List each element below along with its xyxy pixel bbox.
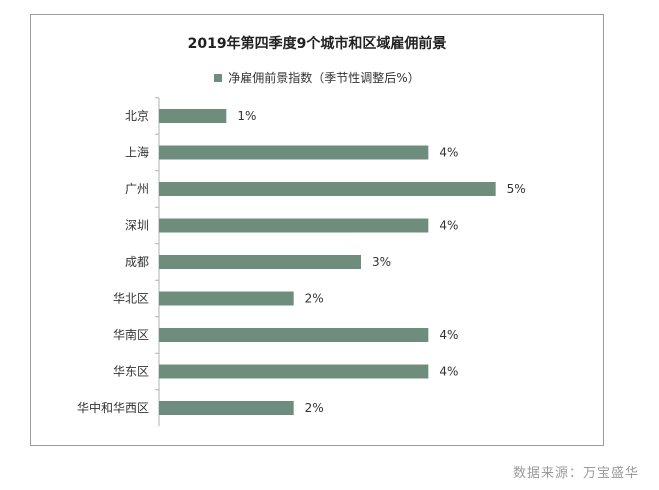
bar — [159, 182, 496, 196]
bar — [159, 328, 429, 342]
data-label: 2% — [305, 292, 324, 306]
category-label: 成都 — [125, 255, 149, 269]
data-label: 2% — [305, 401, 324, 415]
data-label: 4% — [439, 219, 458, 233]
category-label: 华东区 — [113, 365, 149, 379]
category-label: 上海 — [125, 145, 149, 160]
data-label: 1% — [237, 109, 256, 123]
legend-swatch — [214, 73, 223, 82]
bar — [159, 364, 429, 379]
bar — [159, 145, 429, 160]
bar — [159, 291, 294, 306]
data-label: 5% — [507, 182, 526, 196]
category-label: 华南区 — [113, 327, 149, 342]
source-note: 数据来源：万宝盛华 — [512, 466, 639, 481]
legend: 净雇佣前景指数（季节性调整后%） — [31, 69, 603, 86]
category-label: 广州 — [125, 182, 149, 196]
data-label: 3% — [372, 255, 391, 269]
data-label: 4% — [439, 146, 458, 160]
data-label: 4% — [439, 328, 458, 342]
bar — [159, 255, 361, 269]
bar — [159, 401, 294, 415]
data-label: 4% — [439, 365, 458, 379]
legend-label: 净雇佣前景指数（季节性调整后%） — [228, 71, 420, 85]
bars-group: 北京 1% 上海 4% 广州 5% 深圳 4% 成都 3% 华北区 2% 华南区 4% 华东区 4% 华中和华西… — [77, 97, 526, 427]
category-label: 深圳 — [125, 219, 149, 233]
category-label: 华北区 — [113, 292, 149, 306]
bar — [159, 109, 227, 123]
chart-title: 2019年第四季度9个城市和区域雇佣前景 — [187, 36, 447, 52]
bar — [159, 218, 429, 233]
category-label: 北京 — [125, 109, 149, 123]
category-label: 华中和华西区 — [77, 400, 149, 415]
